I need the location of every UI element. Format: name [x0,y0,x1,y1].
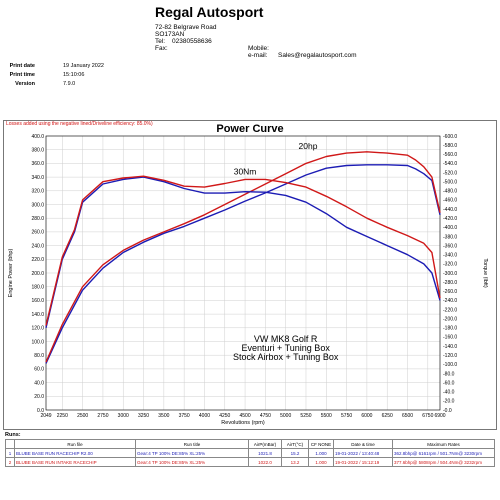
company-name: Regal Autosport [155,4,264,20]
run-num: 1 [5,448,15,458]
run-max: 362.8bhp@ 6161rpm / 501.7Nm@ 3230rpm [392,448,495,458]
run-num: 2 [5,457,15,467]
chart-frame [3,120,497,430]
run-airt: 13.2 [281,457,309,467]
print-date-value: 19 January 2022 [63,63,104,69]
col-airp: AirP(mBar) [248,439,282,449]
address-line-1: 72-82 Belgrave Road [155,24,217,31]
run-date: 19-01-2022 / 13:40:48 [333,448,393,458]
col-airt: AirT(°C) [281,439,309,449]
run-file: BLUBE BASE RUN INTAKE RACECHIP [14,457,136,467]
run-cf: 1.000 [308,448,334,458]
version-label: Version [15,81,35,87]
runs-header-row: Run file Run title AirP(mBar) AirT(°C) C… [5,439,495,449]
address-line-2: SO173AN [155,31,185,38]
version-value: 7.9.0 [63,81,76,87]
print-time-label: Print time [9,72,35,78]
print-date-label: Print date [9,63,35,69]
tel-label: Tel: [155,38,166,45]
fax-label: Fax: [155,45,168,52]
losses-note: Losses added using the negative lined/Dr… [6,121,153,127]
run-cf: 1.000 [308,457,334,467]
table-row[interactable]: 1 BLUBE BASE RUN RACECHIP R2.00 Gear:4 T… [5,448,495,458]
run-date: 19-01-2022 / 15:12:19 [333,457,393,467]
runs-table: Run file Run title AirP(mBar) AirT(°C) C… [5,439,495,467]
run-title: Gear:4 TP 100% DE:85% XL:25% [135,448,249,458]
col-cf: CF NONE [308,439,334,449]
print-time-value: 15:10:06 [63,72,85,78]
tel-value: 02380558636 [172,38,212,45]
run-max: 377.6bhp@ 5808rpm / 504.4Nm@ 3232rpm [392,457,495,467]
col-max-rates: Maximum Rates [392,439,495,449]
run-airp: 1022.0 [248,457,282,467]
col-date: Date & time [333,439,393,449]
col-run-title: Run title [135,439,249,449]
email-value: Sales@regalautosport.com [278,52,357,59]
run-airp: 1021.8 [248,448,282,458]
col-num [5,439,15,449]
table-row[interactable]: 2 BLUBE BASE RUN INTAKE RACECHIP Gear:4 … [5,457,495,467]
email-label: e-mail: [248,52,268,59]
run-airt: 15.2 [281,448,309,458]
run-file: BLUBE BASE RUN RACECHIP R2.00 [14,448,136,458]
runs-label: Runs: [5,432,21,438]
chart-title: Power Curve [216,123,284,135]
col-run-file: Run file [14,439,136,449]
mobile-label: Mobile: [248,45,269,52]
run-title: Gear:4 TP 100% DE:85% XL:25% [135,457,249,467]
